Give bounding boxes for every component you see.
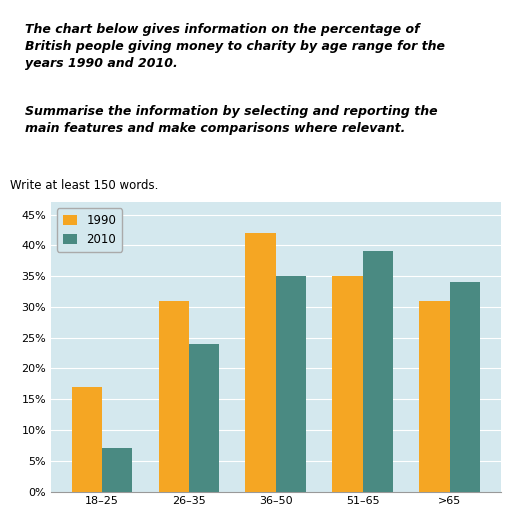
Bar bbox=[102, 449, 132, 492]
Text: Summarise the information by selecting and reporting the
main features and make : Summarise the information by selecting a… bbox=[25, 105, 437, 136]
Bar bbox=[276, 276, 307, 492]
Bar bbox=[450, 282, 480, 492]
Bar bbox=[158, 301, 189, 492]
Bar bbox=[189, 344, 219, 492]
Bar bbox=[333, 276, 363, 492]
Bar bbox=[420, 301, 450, 492]
Text: Write at least 150 words.: Write at least 150 words. bbox=[10, 179, 158, 193]
Text: The chart below gives information on the percentage of
British people giving mon: The chart below gives information on the… bbox=[25, 23, 445, 70]
Bar bbox=[72, 387, 102, 492]
Bar bbox=[363, 251, 393, 492]
Bar bbox=[245, 233, 276, 492]
Legend: 1990, 2010: 1990, 2010 bbox=[57, 208, 122, 252]
